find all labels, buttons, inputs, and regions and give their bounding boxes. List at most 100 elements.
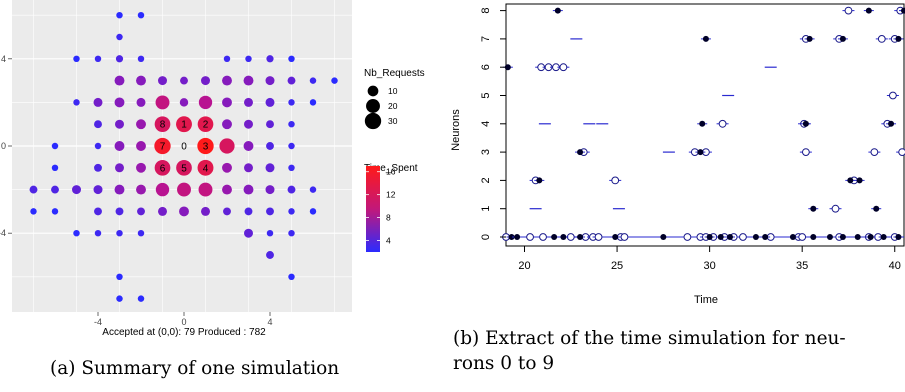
data-point bbox=[116, 33, 123, 41]
legend-color-label: 8 bbox=[386, 213, 391, 223]
panel-b-marks bbox=[500, 6, 905, 241]
node-label: 2 bbox=[203, 120, 209, 131]
legend-color-items: 16 12 8 4 bbox=[366, 167, 396, 246]
data-point bbox=[94, 229, 102, 237]
panel-b-y-ticks: 0 1 2 3 4 5 6 7 8 bbox=[480, 8, 506, 240]
data-point bbox=[309, 77, 317, 84]
data-point bbox=[198, 95, 213, 110]
data-point bbox=[288, 164, 295, 172]
filled-point bbox=[702, 35, 709, 42]
open-point bbox=[844, 6, 853, 15]
y-tick-label: 3 bbox=[480, 149, 492, 155]
data-point bbox=[266, 55, 274, 63]
filled-point bbox=[762, 234, 769, 240]
data-point bbox=[245, 55, 252, 63]
data-point bbox=[94, 207, 102, 216]
data-point bbox=[155, 95, 170, 110]
open-point bbox=[798, 233, 807, 241]
data-point bbox=[288, 142, 295, 150]
x-tick-label: 20 bbox=[518, 260, 530, 272]
data-point bbox=[137, 295, 145, 302]
data-point bbox=[137, 207, 145, 216]
caption-b-line2: rons 0 to 9 bbox=[453, 353, 555, 374]
data-point bbox=[114, 97, 125, 108]
panel-a: 8 1 2 7 3 6 5 4 0 -4 0 4 4 0 -4 Accepted at (0,0): 7… bbox=[0, 0, 352, 338]
data-point bbox=[266, 142, 274, 150]
filled-point bbox=[660, 234, 667, 240]
y-tick-label: 0 bbox=[480, 234, 492, 240]
filled-point bbox=[789, 234, 796, 240]
data-point bbox=[115, 119, 124, 129]
data-point bbox=[137, 229, 145, 237]
data-point bbox=[244, 163, 253, 173]
data-point bbox=[115, 55, 124, 63]
data-point bbox=[288, 120, 295, 128]
x-tick-label: 35 bbox=[796, 260, 808, 272]
data-point bbox=[94, 142, 102, 150]
filled-point bbox=[726, 234, 733, 240]
data-point bbox=[116, 295, 123, 302]
node-label: 5 bbox=[181, 163, 187, 174]
filled-point bbox=[536, 177, 543, 184]
data-point bbox=[51, 142, 59, 150]
panel-a-legend: Nb_Requests 10 20 30 Time_Spent 16 12 8 4 bbox=[364, 68, 425, 252]
data-point bbox=[73, 99, 80, 106]
legend-color-bar bbox=[366, 166, 380, 252]
data-point bbox=[288, 208, 295, 215]
open-point bbox=[888, 91, 897, 100]
x-tick-label: 25 bbox=[611, 260, 623, 272]
data-point bbox=[93, 185, 103, 195]
y-tick-label: 6 bbox=[480, 64, 492, 70]
data-point bbox=[158, 206, 167, 216]
data-point bbox=[115, 207, 124, 216]
legend-size-dot bbox=[366, 99, 380, 113]
filled-point bbox=[867, 234, 874, 240]
legend-size-dot bbox=[364, 112, 382, 130]
data-point bbox=[137, 55, 145, 63]
data-point bbox=[154, 137, 171, 155]
node-label: 7 bbox=[160, 142, 166, 153]
data-point bbox=[309, 99, 317, 106]
filled-point bbox=[612, 234, 619, 240]
x-tick-label: 40 bbox=[889, 260, 901, 272]
data-point bbox=[223, 55, 231, 63]
x-tick-label: -4 bbox=[94, 317, 102, 327]
data-point bbox=[265, 163, 275, 173]
filled-point bbox=[810, 205, 817, 212]
data-point bbox=[244, 207, 253, 216]
legend-size-label: 20 bbox=[388, 101, 398, 111]
data-point bbox=[331, 77, 338, 84]
data-point bbox=[198, 182, 213, 197]
data-point bbox=[179, 206, 189, 217]
legend-size-dot bbox=[367, 85, 379, 97]
y-tick-label: 8 bbox=[480, 8, 492, 14]
filled-point bbox=[508, 234, 515, 240]
filled-point bbox=[752, 234, 759, 240]
data-point bbox=[266, 120, 274, 129]
open-point bbox=[539, 233, 547, 241]
data-point bbox=[244, 228, 253, 238]
open-point bbox=[718, 119, 727, 128]
filled-point bbox=[514, 234, 521, 240]
filled-point bbox=[577, 234, 584, 240]
filled-point bbox=[880, 234, 887, 240]
filled-point bbox=[826, 234, 833, 240]
data-point bbox=[197, 159, 214, 176]
data-point bbox=[201, 206, 210, 216]
legend-size-label: 30 bbox=[388, 116, 398, 126]
data-point bbox=[287, 185, 296, 194]
data-point bbox=[73, 229, 80, 237]
data-point bbox=[114, 141, 125, 151]
open-point bbox=[594, 233, 603, 241]
data-point bbox=[288, 273, 295, 281]
data-point bbox=[116, 11, 123, 19]
data-point bbox=[223, 207, 231, 216]
data-point bbox=[180, 76, 188, 85]
filled-point bbox=[577, 149, 584, 156]
data-point bbox=[243, 184, 254, 195]
data-point bbox=[73, 55, 80, 63]
open-point bbox=[870, 148, 879, 157]
data-point bbox=[265, 76, 275, 86]
legend-size-label: 10 bbox=[388, 86, 398, 96]
